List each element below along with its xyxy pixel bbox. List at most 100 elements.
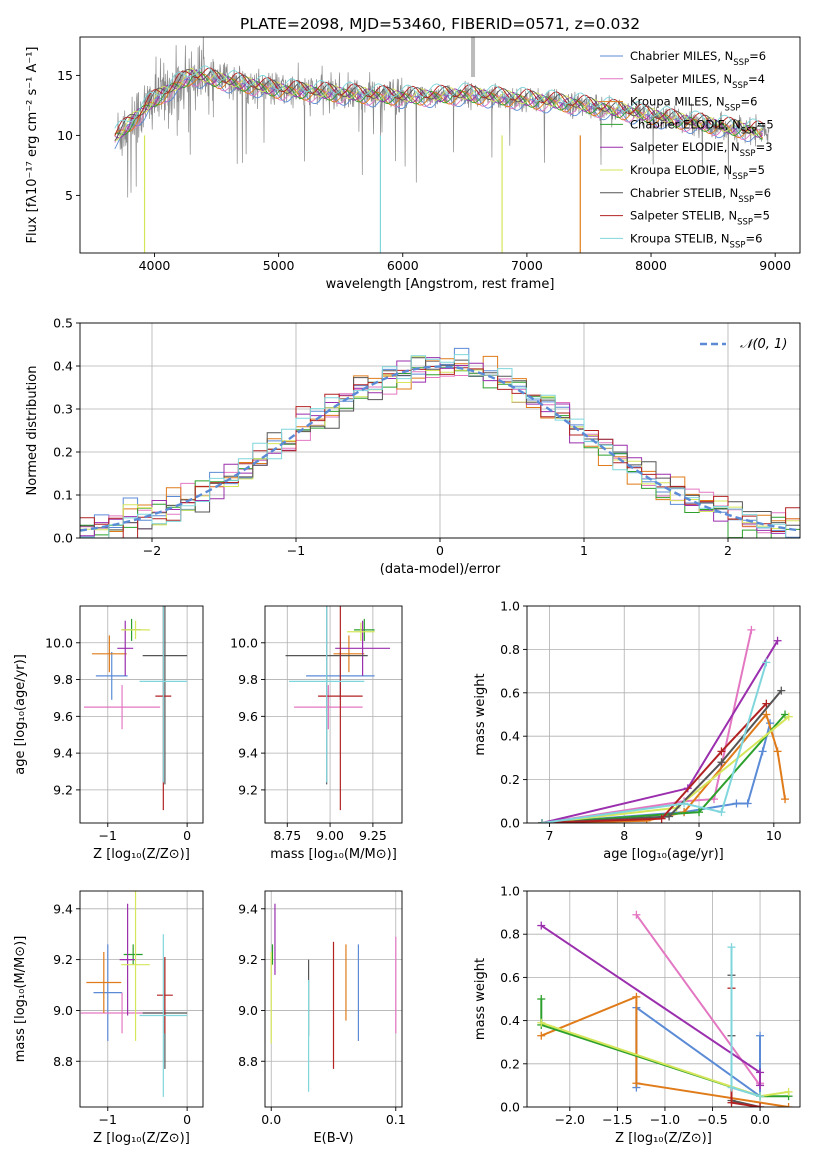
weight-marker: [537, 819, 546, 823]
y-tick-label: 9.6: [53, 709, 73, 724]
errorbar-point: [294, 685, 363, 730]
weight-marker: [777, 686, 786, 695]
x-tick-label: 8000: [635, 258, 667, 273]
x-axis-label: age [log₁₀(age/yr)]: [603, 847, 724, 862]
weight-marker: [781, 795, 790, 804]
y-tick-label: 9.4: [53, 746, 73, 761]
y-tick-label: 10.0: [45, 635, 73, 650]
weight-marker: [758, 747, 767, 756]
weight-marker: [773, 747, 782, 756]
y-tick-label: 0.4: [500, 729, 520, 744]
x-tick-label: −1: [99, 1112, 117, 1127]
normal-curve: [80, 365, 800, 532]
weight-marker: [762, 699, 771, 708]
axes-frame: [526, 605, 801, 824]
weight-marker: [762, 658, 771, 667]
weight-line-kroupa-stelib: [730, 947, 761, 1098]
x-tick-label: 10: [766, 828, 782, 843]
histogram-salpeter-stelib: [80, 366, 800, 538]
legend-label: Chabrier STELIB, NSSP=6: [630, 186, 771, 205]
y-tick-label: 9.4: [238, 901, 258, 916]
errorbar-point: [139, 934, 188, 1097]
x-tick-label: −1: [287, 543, 305, 558]
x-axis-label: Z [log₁₀(Z/Z⊙)]: [93, 1131, 190, 1146]
axes-frame: [79, 36, 801, 254]
legend-label: Chabrier MILES, NSSP=6: [630, 49, 766, 68]
y-tick-label: 0.8: [500, 927, 520, 942]
errorbar-point: [93, 944, 123, 1041]
errorbar-point: [142, 606, 188, 785]
panel-age-mass: 8.75 9.00 9.25 9.2 9.4 9.6 9.8 10.0 mass [log₁₀(…: [230, 605, 403, 862]
y-tick-label: 9.8: [53, 672, 73, 687]
x-tick-label: 0.0: [261, 1112, 281, 1127]
weight-marker: [727, 1098, 736, 1107]
y-tick-label: 0.3: [53, 402, 73, 417]
axes-frame: [79, 890, 204, 1108]
grid-age-mass: [265, 606, 402, 823]
x-axis-label: wavelength [Angstrom, rest frame]: [326, 277, 555, 292]
spectrum-legend: Chabrier MILES, NSSP=6 Salpeter MILES, NS…: [600, 49, 774, 250]
y-tick-label: 9.4: [238, 746, 258, 761]
panel-mass-z: −1 0 8.8 9.0 9.2 9.4 Z [log₁₀(Z/Z⊙)] mass [log₁…: [13, 890, 204, 1146]
y-tick-label: 15: [57, 68, 73, 83]
weight-marker: [784, 1087, 793, 1096]
x-tick-label: 9.00: [316, 828, 344, 843]
weight-marker: [756, 1092, 765, 1101]
errorbar-point: [347, 622, 375, 641]
x-axis-label: E(B-V): [313, 1131, 353, 1146]
x-tick-label: 0: [436, 543, 444, 558]
x-tick-label: 5000: [263, 258, 295, 273]
weight-marker: [756, 1081, 765, 1090]
figure-title: PLATE=2098, MJD=53460, FIBERID=0571, z=0…: [240, 15, 640, 33]
y-tick-label: 0.4: [53, 359, 73, 374]
histogram-kroupa-stelib: [80, 354, 800, 538]
x-tick-label: 0: [183, 1112, 191, 1127]
weight-marker: [732, 799, 741, 808]
y-tick-label: 1.0: [500, 599, 520, 614]
panel-age-z: −1 0 9.2 9.4 9.6 9.8 10.0 Z [log₁₀(Z/Z⊙)] age [l…: [13, 605, 204, 862]
weight-line-salpeter-stelib: [541, 702, 768, 823]
weight-marker: [727, 943, 736, 952]
plot-area-age-mass: [285, 606, 391, 811]
y-tick-label: 9.8: [238, 672, 258, 687]
y-tick-label: 9.2: [53, 782, 73, 797]
x-tick-label: 9.25: [359, 828, 387, 843]
legend-label: 𝒩(0, 1): [740, 337, 787, 352]
x-tick-label: 7000: [511, 258, 543, 273]
y-axis-label: age [log₁₀(age/yr)]: [13, 654, 28, 775]
errorbar-point: [333, 635, 365, 673]
plot-area-age-z: [83, 606, 188, 811]
grid-weight-age: [527, 605, 800, 824]
x-tick-label: 9000: [759, 258, 791, 273]
weight-line-kroupa-stelib: [541, 662, 768, 823]
grid-mass-z: [80, 891, 203, 1107]
y-tick-label: 9.4: [53, 901, 73, 916]
x-tick-label: −2.0: [555, 1112, 585, 1127]
y-tick-label: 10: [57, 128, 73, 143]
plot-area-residuals: [80, 347, 800, 538]
y-tick-label: 9.2: [53, 952, 73, 967]
y-tick-label: 9.0: [53, 1003, 73, 1018]
spectrum-masked-region: [471, 37, 476, 77]
y-tick-label: 0.2: [500, 772, 520, 787]
plot-area-mass-z: [80, 891, 188, 1097]
axes-frame: [79, 605, 204, 824]
y-axis-label: Normed distribution: [25, 366, 40, 496]
x-tick-label: 7: [545, 828, 553, 843]
weight-marker: [784, 1103, 793, 1107]
weight-marker: [756, 1031, 765, 1040]
x-tick-label: −2: [143, 543, 161, 558]
x-tick-label: 8.75: [273, 828, 301, 843]
legend-label: Kroupa STELIB, NSSP=6: [630, 231, 762, 250]
errorbar-point: [117, 620, 134, 676]
weight-marker: [773, 636, 782, 645]
weight-line-kroupa-miles: [541, 712, 786, 823]
panel-residuals: −2 −1 0 1 2 0.0 0.1 0.2 0.3 0.4 0.5 (data-model)/er…: [25, 316, 801, 577]
y-tick-label: 0.0: [500, 1100, 520, 1115]
x-tick-label: 2: [724, 543, 732, 558]
y-tick-label: 0.0: [53, 531, 73, 546]
errorbar-point: [123, 944, 143, 965]
errorbar-point: [335, 620, 391, 676]
x-tick-label: −1.5: [602, 1112, 632, 1127]
